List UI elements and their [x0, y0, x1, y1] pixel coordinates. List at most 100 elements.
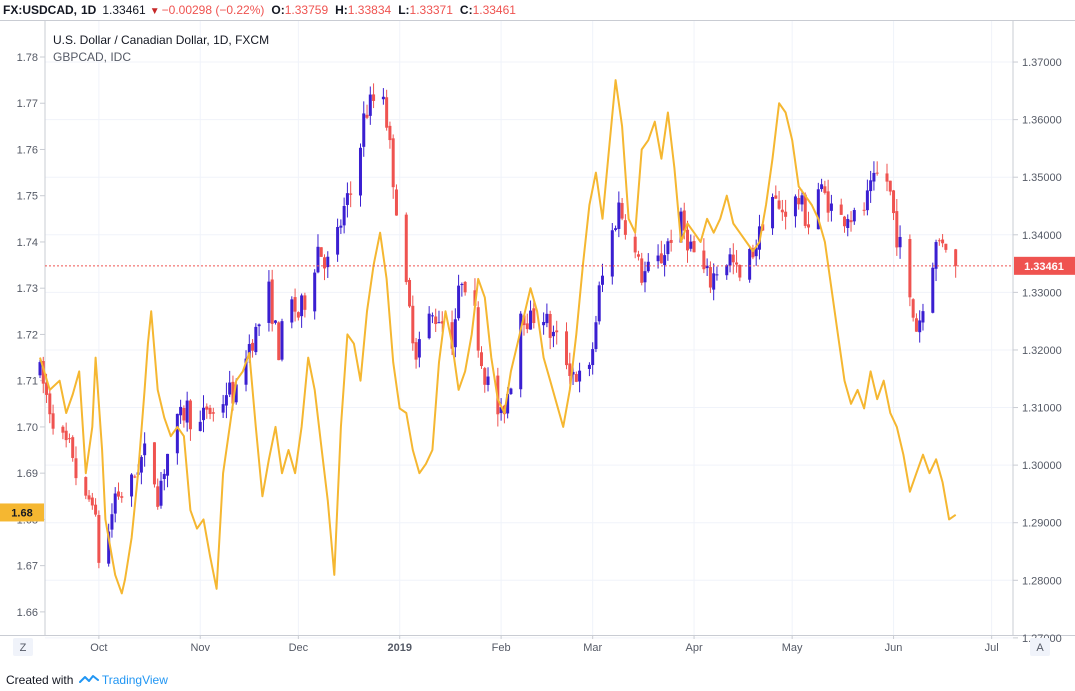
left-tick-label: 1.78: [17, 52, 38, 64]
candle-body: [408, 280, 412, 307]
candle-body: [162, 473, 166, 479]
candle-body: [234, 384, 238, 403]
candle-body: [852, 210, 856, 222]
left-tick-label: 1.76: [17, 144, 38, 156]
candle-body: [568, 363, 572, 376]
candle-body: [159, 480, 163, 506]
candle-body: [643, 271, 647, 283]
candle-body: [617, 202, 621, 229]
candle-body: [499, 407, 503, 414]
candle-body: [646, 261, 650, 272]
candle-body: [244, 358, 248, 385]
candle-body: [816, 189, 820, 230]
candle-body: [751, 248, 755, 258]
last-price-label: 1.33461: [1024, 261, 1064, 273]
candle-body: [715, 274, 719, 276]
candle-body: [842, 216, 846, 227]
candle-body: [362, 113, 366, 147]
left-tick-label: 1.70: [17, 422, 38, 434]
price-chart[interactable]: 1.66 1.67 1.68 1.69 1.70 1.71 1.72 1.73 1.74 1.75…: [0, 20, 1075, 660]
candle-body: [48, 393, 52, 415]
candle-body: [316, 246, 320, 273]
candle-body: [113, 493, 117, 514]
candle-body: [463, 281, 467, 293]
created-with-text: Created with: [6, 673, 74, 687]
candle-body: [257, 324, 261, 327]
candle-body: [434, 316, 438, 325]
close-label: C:: [459, 3, 473, 17]
symbol-header: FX:USDCAD, 1D 1.33461 ▼ −0.00298 (−0.22%) O:1…: [0, 0, 1075, 20]
candle-body: [944, 243, 948, 250]
candle-body: [228, 382, 232, 395]
close-value: 1.33461: [472, 3, 516, 17]
candle-body: [326, 256, 330, 268]
candle-body: [84, 477, 88, 496]
candle-body: [506, 393, 510, 414]
right-tick-label: 1.31000: [1022, 403, 1062, 415]
candle-body: [771, 197, 775, 229]
candle-body: [735, 262, 739, 265]
candle-body: [130, 474, 134, 497]
high-label: H:: [335, 3, 348, 17]
symbol-name[interactable]: FX:USDCAD,: [3, 3, 77, 17]
candle-body: [519, 313, 523, 390]
candle-body: [895, 211, 899, 248]
candle-body: [941, 239, 945, 244]
auto-scale-button[interactable]: A: [1030, 638, 1050, 656]
candle-body: [473, 290, 477, 306]
right-axis[interactable]: 1.270001.280001.290001.300001.310001.320…: [1013, 57, 1062, 645]
candle-body: [300, 295, 304, 317]
last-price: 1.33461: [102, 3, 146, 17]
candle-body: [277, 322, 281, 361]
grid-lines: [45, 20, 1013, 639]
candle-body: [342, 206, 346, 226]
candle-body: [865, 190, 869, 211]
candle-body: [313, 272, 317, 312]
time-tick-label: Mar: [583, 642, 602, 654]
candle-body: [754, 247, 758, 257]
candle-body: [610, 230, 614, 277]
candle-body: [846, 218, 850, 228]
tradingview-brand[interactable]: TradingView: [101, 673, 168, 687]
left-tick-label: 1.67: [17, 561, 38, 573]
candle-body: [574, 374, 578, 382]
candle-body: [71, 437, 75, 458]
candle-body: [368, 94, 372, 116]
zoom-button-label: Z: [20, 642, 27, 654]
candle-body: [551, 331, 555, 337]
candle-body: [254, 326, 258, 353]
gbpcad-current-badge: 1.68: [0, 503, 44, 522]
time-tick-label: 2019: [387, 642, 411, 654]
candle-body: [659, 253, 663, 264]
zoom-button[interactable]: Z: [13, 638, 33, 656]
time-axis[interactable]: Oct Nov Dec 2019 Feb Mar Apr May Jun Jul: [90, 635, 999, 654]
candle-body: [90, 497, 94, 506]
candle-body: [708, 267, 712, 288]
chart-title: U.S. Dollar / Canadian Dollar, 1D, FXCM: [53, 33, 269, 47]
candle-body: [391, 138, 395, 188]
candle-body: [303, 295, 307, 310]
candle-body: [404, 214, 408, 283]
candle-body: [666, 241, 670, 255]
candle-body: [231, 381, 235, 404]
candle-body: [826, 191, 830, 213]
candle-body: [41, 361, 45, 384]
time-tick-label: Oct: [90, 642, 107, 654]
candle-body: [800, 195, 804, 205]
candle-body: [323, 257, 327, 269]
candle-body: [251, 342, 255, 351]
candle-body: [211, 412, 215, 414]
time-tick-label: Nov: [190, 642, 210, 654]
last-price-badge: 1.33461: [1014, 256, 1075, 275]
candle-body: [247, 344, 251, 359]
left-tick-label: 1.73: [17, 283, 38, 295]
tradingview-logo-icon[interactable]: [78, 671, 99, 691]
candle-body: [829, 203, 833, 211]
candle-body: [888, 180, 892, 192]
candle-body: [411, 305, 415, 344]
timeframe[interactable]: 1D: [81, 3, 97, 17]
time-tick-label: Jun: [885, 642, 903, 654]
left-tick-label: 1.66: [17, 607, 38, 619]
candle-body: [319, 247, 323, 257]
candle-body: [892, 190, 896, 214]
